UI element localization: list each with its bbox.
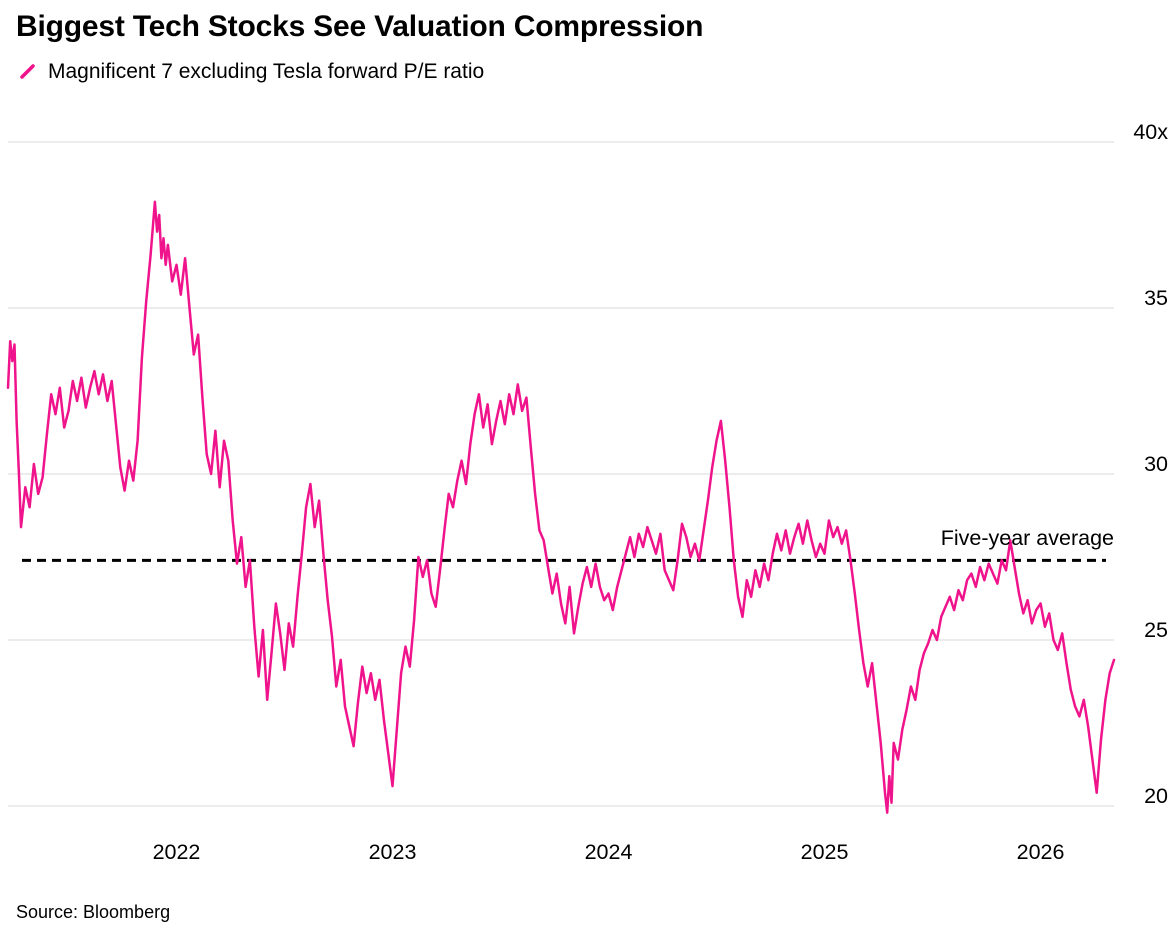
y-axis-label: 30 bbox=[1144, 451, 1168, 476]
y-axis-label: 25 bbox=[1144, 617, 1168, 642]
x-axis-label: 2023 bbox=[368, 839, 417, 864]
chart-title: Biggest Tech Stocks See Valuation Compre… bbox=[16, 10, 704, 43]
y-axis-label: 35 bbox=[1144, 285, 1168, 310]
chart-area: Five-year average 40x 35 30 25 20 2022 2023 202… bbox=[0, 98, 1176, 878]
pe-ratio-line bbox=[6, 200, 1116, 814]
x-axis-label: 2025 bbox=[800, 839, 849, 864]
y-axis-label: 40x bbox=[1133, 119, 1168, 144]
source-note: Source: Bloomberg bbox=[16, 901, 171, 922]
legend-label: Magnificent 7 excluding Tesla forward P/… bbox=[48, 59, 485, 83]
x-axis-label: 2024 bbox=[584, 839, 633, 864]
x-axis-label: 2026 bbox=[1016, 839, 1065, 864]
legend: Magnificent 7 excluding Tesla forward P/… bbox=[18, 60, 1176, 84]
y-axis-label: 20 bbox=[1144, 783, 1168, 808]
line-chart-svg bbox=[6, 141, 1116, 814]
legend-line-icon bbox=[20, 63, 35, 79]
x-axis-label: 2022 bbox=[152, 839, 201, 864]
average-line-label: Five-year average bbox=[940, 525, 1114, 550]
